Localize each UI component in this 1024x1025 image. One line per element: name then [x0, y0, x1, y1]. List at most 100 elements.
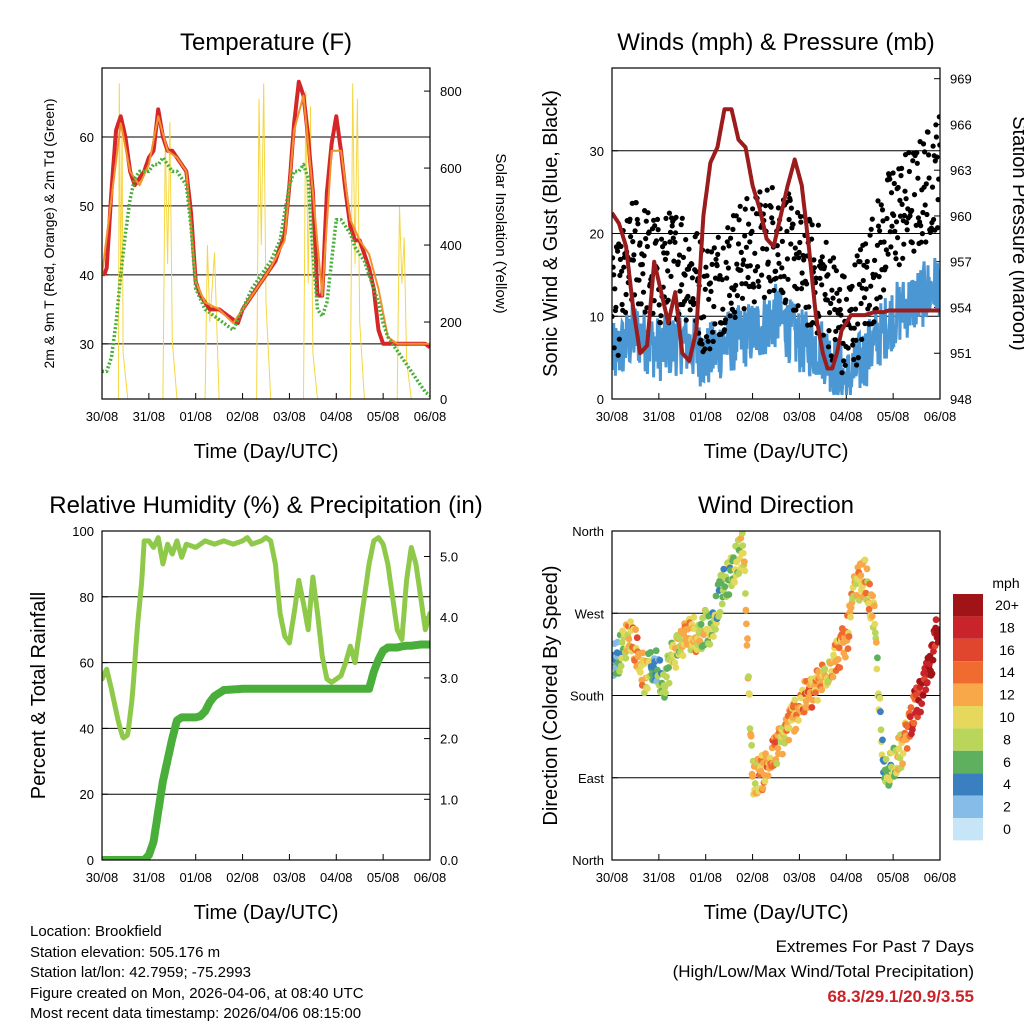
gust-point	[815, 222, 822, 228]
gust-point	[694, 231, 700, 237]
gust-point	[619, 268, 625, 274]
y-tick-label: 40	[80, 268, 94, 283]
direction-point	[857, 572, 865, 579]
gust-point	[881, 239, 887, 245]
direction-point	[834, 656, 842, 663]
gust-point	[669, 223, 675, 229]
gust-point	[923, 181, 929, 187]
gust-point	[804, 281, 810, 287]
gust-point	[701, 314, 707, 320]
gust-point	[857, 259, 863, 265]
direction-point	[697, 620, 705, 628]
gust-point	[715, 234, 721, 240]
gust-point	[644, 305, 650, 311]
direction-point	[744, 635, 751, 643]
colorbar-label: 4	[1003, 776, 1011, 792]
gust-point	[723, 317, 729, 323]
gust-point	[843, 296, 850, 302]
colorbar-swatch	[953, 750, 983, 774]
gust-point	[788, 241, 794, 247]
gust-point	[705, 248, 711, 254]
gust-point	[653, 238, 660, 244]
direction-point	[616, 667, 623, 675]
direction-point	[683, 641, 691, 648]
x-tick-label: 03/08	[783, 870, 816, 885]
gust-point	[736, 217, 742, 223]
x-tick-label: 31/08	[643, 409, 676, 424]
gust-point	[852, 262, 858, 268]
gust-point	[768, 204, 774, 210]
gust-point	[770, 220, 776, 226]
gust-point	[796, 255, 802, 261]
direction-point	[741, 558, 748, 566]
direction-point	[690, 613, 698, 621]
y2-tick-label: 400	[440, 238, 462, 253]
gust-point	[879, 207, 886, 213]
gust-point	[724, 239, 730, 245]
gust-point	[884, 215, 890, 222]
gust-point	[679, 215, 685, 221]
direction-point	[895, 745, 903, 753]
direction-point	[836, 664, 844, 671]
gust-point	[615, 248, 621, 254]
y2-tick-label: 957	[950, 255, 972, 270]
direction-point	[821, 665, 829, 673]
y2-tick-label: 960	[950, 209, 972, 224]
gust-point	[784, 228, 790, 234]
gust-point	[829, 287, 835, 293]
gust-point	[872, 257, 878, 263]
colorbar-label: 20+	[995, 597, 1019, 613]
direction-point	[844, 645, 852, 652]
gust-point	[915, 215, 922, 221]
y2-tick-label: 3.0	[440, 671, 458, 686]
direction-point	[903, 745, 911, 752]
colorbar-swatch	[953, 706, 983, 729]
gust-point	[876, 274, 882, 280]
gust-point	[623, 291, 629, 298]
gust-point	[792, 245, 798, 251]
gust-point	[737, 203, 743, 209]
chart-winds: Winds (mph) & Pressure (mb) Time (Day/UTC…	[540, 29, 1024, 463]
latlon-text: Station lat/lon: 42.7959; -75.2993	[30, 964, 252, 981]
gust-point	[830, 255, 837, 261]
plot-frame	[611, 530, 941, 861]
gust-point	[612, 264, 616, 270]
x-tick-label: 03/08	[273, 870, 306, 885]
gust-point	[811, 257, 817, 263]
gust-point	[703, 264, 709, 270]
gust-point	[750, 206, 756, 212]
gust-point	[834, 290, 840, 296]
gust-point	[622, 309, 629, 315]
gust-point	[698, 337, 704, 343]
gust-point	[746, 221, 752, 227]
x-tick-label: 05/08	[367, 870, 400, 885]
gust-point	[909, 240, 915, 246]
x-tick-label: 05/08	[877, 870, 910, 885]
gust-point	[790, 221, 796, 227]
gust-point	[871, 319, 877, 325]
x-tick-label: 02/08	[226, 870, 259, 885]
gust-point	[668, 273, 674, 279]
gust-point	[925, 129, 931, 135]
gust-point	[823, 239, 829, 245]
direction-point	[865, 605, 873, 613]
gust-point	[783, 297, 789, 303]
direction-point	[764, 772, 772, 779]
gust-point	[613, 304, 619, 310]
direction-point	[907, 704, 915, 711]
gust-point	[686, 246, 692, 252]
x-tick-label: 04/08	[320, 409, 353, 424]
gust-point	[936, 176, 940, 182]
x-tick-label: 01/08	[179, 870, 212, 885]
direction-point	[773, 760, 781, 768]
gust-point	[738, 249, 744, 255]
direction-point	[879, 736, 886, 744]
gust-point	[859, 336, 865, 342]
gust-point	[702, 286, 708, 292]
y2-tick-label: 5.0	[440, 549, 458, 564]
gust-point	[785, 276, 791, 282]
gust-point	[644, 243, 651, 250]
gust-point	[771, 287, 777, 293]
gust-point	[779, 265, 785, 271]
gust-point	[795, 210, 801, 216]
